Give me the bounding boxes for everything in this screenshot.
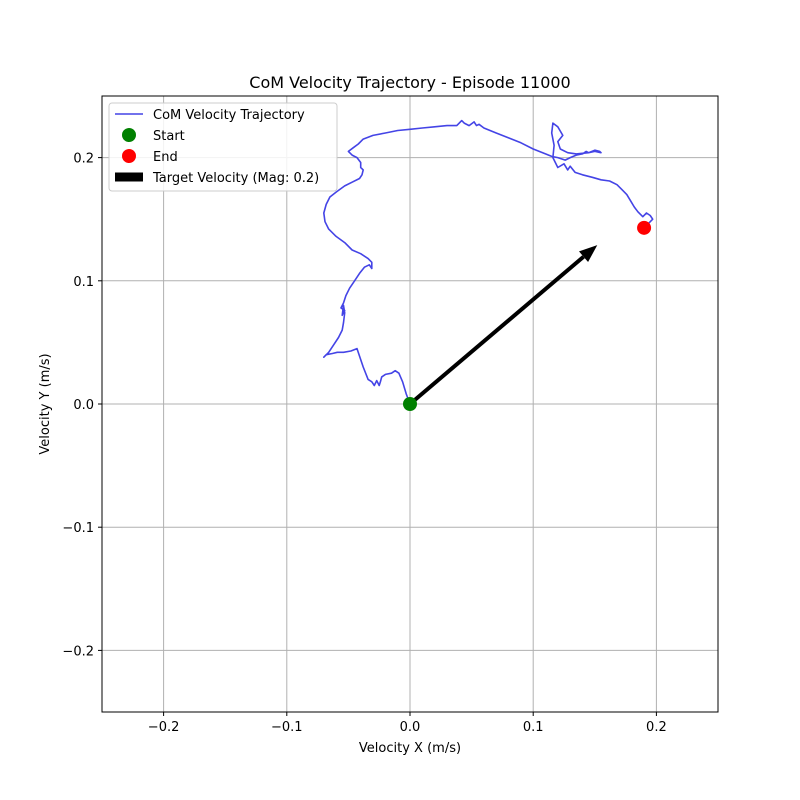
x-tick-label: 0.2 [646, 720, 667, 735]
x-axis-ticks: −0.2 −0.1 0.0 0.1 0.2 [148, 712, 667, 735]
legend-marker-swatch [122, 149, 136, 163]
y-axis-ticks: −0.2 −0.1 0.0 0.1 0.2 [62, 152, 102, 659]
legend-box [108, 102, 338, 192]
series-line-com-velocity [322, 119, 654, 405]
target-velocity-arrow-shaft [408, 255, 585, 406]
start-marker [403, 397, 417, 411]
legend-marker-swatch [122, 128, 136, 142]
y-tick-label: 0.1 [73, 275, 94, 290]
legend-label: CoM Velocity Trajectory [153, 108, 305, 123]
x-tick-label: 0.0 [400, 720, 421, 735]
y-tick-label: −0.2 [62, 644, 94, 659]
y-axis-label: Velocity Y (m/s) [38, 353, 53, 454]
series-layer [322, 119, 654, 405]
end-marker [637, 220, 652, 235]
x-axis-label: Velocity X (m/s) [359, 741, 461, 756]
legend-label: End [153, 150, 178, 165]
legend-label: Target Velocity (Mag: 0.2) [152, 171, 319, 186]
y-tick-label: −0.1 [62, 521, 94, 536]
legend: CoM Velocity Trajectory Start End Target Ve… [108, 102, 338, 192]
legend-label: Start [153, 129, 185, 144]
legend-patch-swatch [115, 172, 143, 182]
chart-title: CoM Velocity Trajectory - Episode 11000 [249, 73, 570, 92]
y-tick-label: 0.0 [73, 398, 94, 413]
arrow-layer [408, 245, 598, 406]
x-tick-label: 0.1 [523, 720, 544, 735]
points-layer [403, 220, 652, 411]
y-tick-label: 0.2 [73, 152, 94, 167]
target-velocity-arrow-head [579, 245, 598, 263]
x-tick-label: −0.1 [271, 720, 303, 735]
x-tick-label: −0.2 [148, 720, 180, 735]
